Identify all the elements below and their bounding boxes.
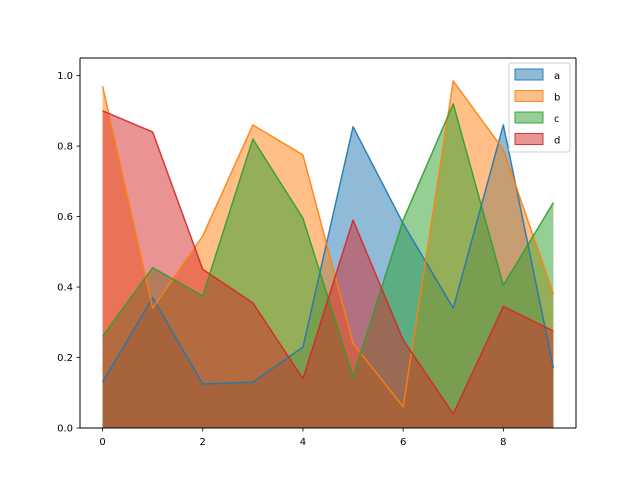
legend-label-c: c bbox=[554, 114, 560, 125]
y-tick-label: 0.6 bbox=[57, 212, 73, 223]
area-series-group bbox=[102, 80, 554, 429]
legend-box bbox=[508, 62, 571, 153]
y-tick-label: 0.0 bbox=[57, 424, 73, 435]
line-series-group bbox=[101, 80, 555, 415]
legend-label-d: d bbox=[554, 136, 560, 147]
area-series-d bbox=[102, 110, 554, 429]
legend-swatch-c bbox=[514, 111, 544, 124]
x-tick-label: 0 bbox=[99, 437, 105, 448]
x-tick-label: 4 bbox=[300, 437, 306, 448]
line-series-d bbox=[102, 110, 554, 415]
legend-swatch-a bbox=[514, 68, 544, 81]
legend-label-b: b bbox=[554, 93, 560, 104]
x-axis-ticks: 0 2 4 6 8 bbox=[99, 428, 507, 448]
y-tick-label: 1.0 bbox=[57, 71, 73, 82]
x-tick-label: 6 bbox=[400, 437, 406, 448]
x-tick-label: 8 bbox=[500, 437, 506, 448]
y-tick-label: 0.4 bbox=[57, 283, 73, 294]
legend-swatch-d bbox=[514, 133, 544, 145]
line-series-a bbox=[101, 124, 555, 385]
legend-swatch-b bbox=[514, 90, 544, 102]
x-tick-label: 2 bbox=[200, 437, 206, 448]
y-tick-label: 0.2 bbox=[57, 353, 73, 364]
legend-label-a: a bbox=[554, 71, 560, 82]
y-axis-ticks: 0.0 0.2 0.4 0.6 0.8 1.0 bbox=[57, 71, 80, 435]
plot-frame bbox=[79, 57, 577, 429]
line-series-b bbox=[101, 80, 555, 408]
y-tick-label: 0.8 bbox=[57, 142, 73, 153]
